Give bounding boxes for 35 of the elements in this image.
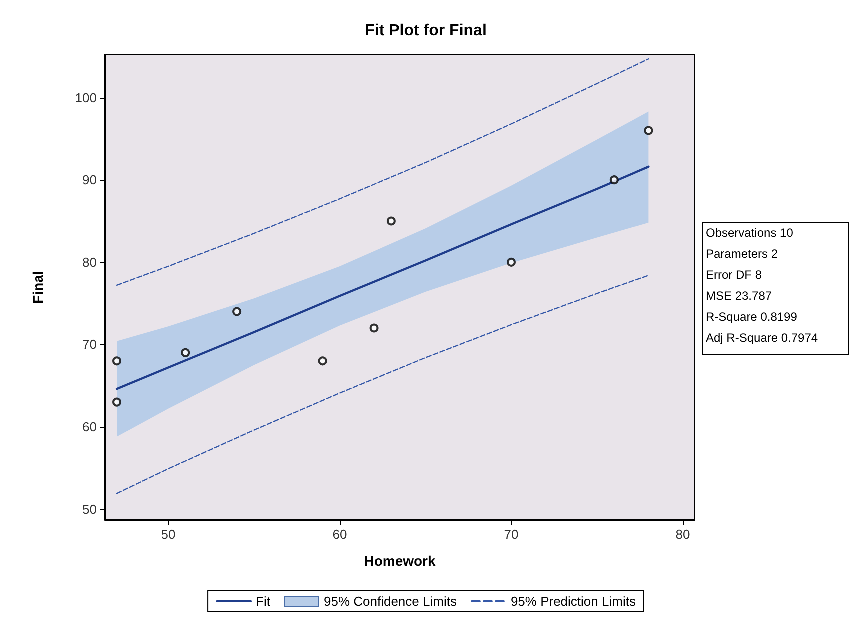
line-series <box>116 274 650 494</box>
text: Adj R-Square 0.7974 <box>706 331 818 345</box>
x-axis-title: Homework <box>364 553 436 569</box>
x-tick-label: 70 <box>504 527 519 542</box>
chart-title: Fit Plot for Final <box>365 22 487 40</box>
point <box>610 176 619 185</box>
y-tick-label: 100 <box>75 90 97 106</box>
line-series <box>116 166 650 390</box>
point <box>370 324 379 333</box>
y-tick-label: 90 <box>82 172 97 188</box>
point <box>232 307 242 316</box>
point <box>181 348 190 358</box>
y-tick-label: 70 <box>82 337 97 352</box>
point <box>644 126 654 136</box>
point <box>112 398 122 407</box>
legend-label: Fit <box>256 594 271 609</box>
point <box>112 356 122 366</box>
legend-label: 95% Prediction Limits <box>510 594 636 609</box>
x-tick-label: 50 <box>161 527 176 542</box>
text: MSE 23.787 <box>706 289 772 303</box>
line-series <box>116 58 650 286</box>
x-tick-label: 60 <box>332 527 348 542</box>
text: R-Square 0.8199 <box>706 310 798 324</box>
text: Error DF 8 <box>706 268 762 282</box>
point <box>506 258 516 267</box>
point <box>318 356 328 366</box>
text: Observations 10 <box>706 226 794 240</box>
text: Parameters 2 <box>706 247 778 261</box>
point <box>386 216 396 226</box>
y-axis-title: Final <box>30 271 46 304</box>
x-tick-label: 80 <box>676 527 690 542</box>
y-tick-label: 50 <box>82 502 97 517</box>
y-tick-label: 60 <box>82 420 97 434</box>
text: 95% Confidence Limits <box>324 594 458 609</box>
y-tick-label: 80 <box>82 254 97 270</box>
